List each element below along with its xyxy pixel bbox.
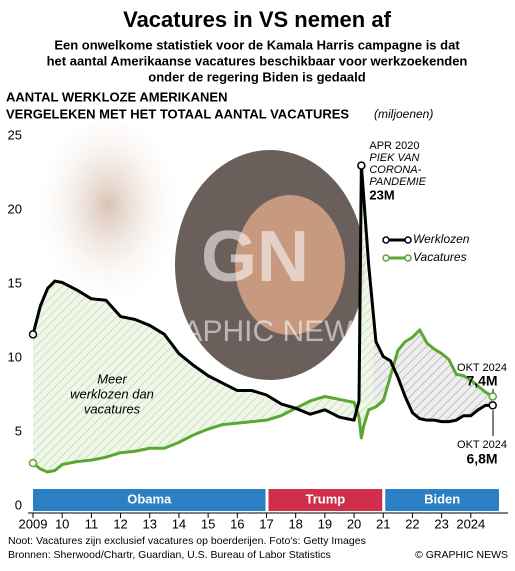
y-tick-label: 25 [8,127,22,142]
gap-area [33,165,374,472]
annotation: OKT 2024 [457,439,507,451]
legend-swatch [404,236,412,244]
gap-area [374,321,493,422]
x-tick-label: 12 [113,516,127,531]
era-label: Trump [306,491,346,506]
annotation: OKT 2024 [457,362,507,374]
x-tick-label: 17 [259,516,273,531]
unit: (miljoenen) [374,107,433,121]
legend-label: Werklozen [413,232,470,246]
credit: © GRAPHIC NEWS [415,549,508,561]
value-label: 6,8M [466,451,497,467]
legend-label: Vacatures [413,250,467,264]
annotation: werklozen dan [70,386,154,401]
x-tick-label: 11 [85,516,99,531]
footnote: Bronnen: Sherwood/Chartr, Guardian, U.S.… [8,549,331,561]
point-marker [28,458,38,468]
subtitle: Een onwelkome statistiek voor de Kamala … [54,37,460,52]
x-tick-label: 14 [172,516,186,531]
subtitle: onder de regering Biden is gedaald [148,69,365,84]
series-line [31,164,493,424]
x-tick-label: 10 [55,516,69,531]
y-tick-label: 20 [8,201,22,216]
y-tick-label: 5 [15,423,22,438]
photo-placeholder [38,120,365,380]
x-tick-label: 13 [143,516,157,531]
value-label: 23M [369,187,394,202]
x-tick-label: 22 [405,516,419,531]
era-bar [268,489,383,511]
x-tick-label: 2009 [19,516,48,531]
axis-title: AANTAL WERKLOZE AMERIKANEN [6,89,227,104]
y-tick-label: 10 [8,349,22,364]
annotation: PIEK VAN [369,152,419,164]
legend-swatch [382,254,390,262]
legend-swatch [382,236,390,244]
x-tick-label: 16 [230,516,244,531]
axis-title: VERGELEKEN MET HET TOTAAL AANTAL VACATUR… [6,106,349,121]
annotation: APR 2020 [369,140,419,152]
watermark: GN [201,217,309,297]
x-tick-label: 15 [201,516,215,531]
era-label: Biden [424,491,460,506]
point-marker [28,330,38,339]
value-label: 7,4M [466,373,497,389]
era-label: Obama [127,491,172,506]
annotation: vacatures [84,401,141,416]
point-marker [357,161,366,170]
x-tick-label: 20 [347,516,361,531]
x-tick-label: 2024 [456,516,485,531]
era-bar [33,489,266,511]
x-tick-label: 23 [434,516,448,531]
x-tick-label: 18 [288,516,302,531]
chart-title: Vacatures in VS nemen af [123,7,391,32]
watermark: GRAPHIC NEWS [137,315,372,348]
era-bar [385,489,499,511]
x-tick-label: 19 [318,516,332,531]
annotation: Meer [97,371,127,386]
y-tick-label: 15 [8,275,22,290]
annotation: CORONA- [369,164,421,176]
point-marker [488,392,497,401]
legend-swatch [404,254,412,262]
annotation: PANDEMIE [369,176,426,188]
y-tick-label: 0 [15,497,22,512]
subtitle: het aantal Amerikaanse vacatures beschik… [47,53,468,68]
series-line [32,328,494,474]
footnote: Noot: Vacatures zijn exclusief vacatures… [8,535,366,547]
x-tick-label: 21 [376,516,390,531]
point-marker [488,401,497,410]
